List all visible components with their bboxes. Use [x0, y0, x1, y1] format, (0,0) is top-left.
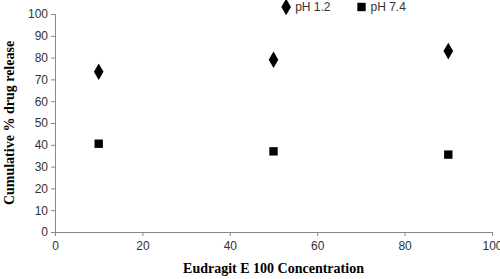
point [95, 140, 103, 148]
x-tick-label: 100 [482, 239, 500, 253]
x-tick: 0 [52, 232, 59, 253]
y-tick-mark [51, 232, 55, 233]
point [444, 150, 452, 158]
point [94, 63, 104, 80]
y-tick-mark [51, 14, 55, 15]
y-tick-label: 40 [35, 138, 49, 152]
y-tick-label: 100 [28, 7, 48, 21]
y-tick-label: 20 [35, 182, 49, 196]
x-tick-mark [230, 232, 231, 236]
legend-symbol [281, 0, 291, 15]
y-tick-label: 10 [35, 204, 49, 218]
y-tick: 50 [35, 116, 55, 130]
y-tick: 90 [35, 29, 55, 43]
legend-label: pH 7.4 [371, 0, 407, 14]
y-tick-mark [51, 210, 55, 211]
y-tick: 10 [35, 204, 55, 218]
x-tick-label: 20 [136, 239, 150, 253]
x-tick-label: 40 [224, 239, 238, 253]
y-tick-label: 50 [35, 116, 49, 130]
y-tick-mark [51, 79, 55, 80]
y-axis-line [51, 15, 56, 233]
x-tick-label: 0 [52, 239, 59, 253]
x-tick: 60 [311, 232, 325, 253]
y-tick: 0 [41, 225, 55, 239]
legend-item: pH 7.4 [357, 0, 406, 14]
y-tick: 20 [35, 182, 55, 196]
legend: pH 1.2 pH 7.4 [281, 0, 406, 15]
y-tick: 100 [28, 7, 55, 21]
x-tick: 20 [136, 232, 150, 253]
y-tick-mark [51, 123, 55, 124]
y-axis: 0 10 20 30 40 50 60 70 80 90 100 [28, 7, 56, 239]
legend-symbol [357, 3, 365, 11]
y-tick: 70 [35, 73, 55, 87]
x-axis: 0 20 40 60 80 100 [52, 232, 500, 253]
y-tick-label: 30 [35, 160, 49, 174]
y-tick-label: 70 [35, 73, 49, 87]
y-tick-label: 60 [35, 95, 49, 109]
chart: 0 20 40 60 80 100 0 10 20 30 40 50 60 70 80 90 100 Eudrag… [0, 0, 500, 279]
x-tick-mark [492, 232, 493, 236]
point [443, 43, 453, 60]
y-axis-title: Cumulative % drug release [2, 41, 17, 205]
y-tick-label: 0 [41, 225, 48, 239]
y-tick-mark [51, 188, 55, 189]
point [269, 147, 277, 155]
y-tick-mark [51, 145, 55, 146]
y-tick: 30 [35, 160, 55, 174]
plot: 0 20 40 60 80 100 0 10 20 30 40 50 60 70 80 90 100 [28, 7, 500, 252]
point [269, 51, 279, 68]
x-tick-label: 80 [398, 239, 412, 253]
x-tick: 80 [398, 232, 412, 253]
legend-label: pH 1.2 [295, 0, 331, 14]
x-axis-title: Eudragit E 100 Concentration [183, 261, 364, 276]
x-tick-mark [405, 232, 406, 236]
y-tick-mark [51, 167, 55, 168]
x-tick: 40 [224, 232, 238, 253]
y-tick-mark [51, 58, 55, 59]
x-tick-mark [317, 232, 318, 236]
y-tick: 40 [35, 138, 55, 152]
x-tick-label: 60 [311, 239, 325, 253]
legend-item: pH 1.2 [281, 0, 330, 15]
y-tick-label: 90 [35, 29, 49, 43]
x-tick-mark [142, 232, 143, 236]
series [94, 43, 453, 80]
y-tick-mark [51, 36, 55, 37]
series [95, 140, 453, 159]
y-tick-mark [51, 101, 55, 102]
x-tick: 100 [482, 232, 500, 253]
x-axis-line [56, 233, 493, 237]
y-tick-label: 80 [35, 51, 49, 65]
y-tick: 80 [35, 51, 55, 65]
marks [94, 43, 453, 159]
y-tick: 60 [35, 95, 55, 109]
